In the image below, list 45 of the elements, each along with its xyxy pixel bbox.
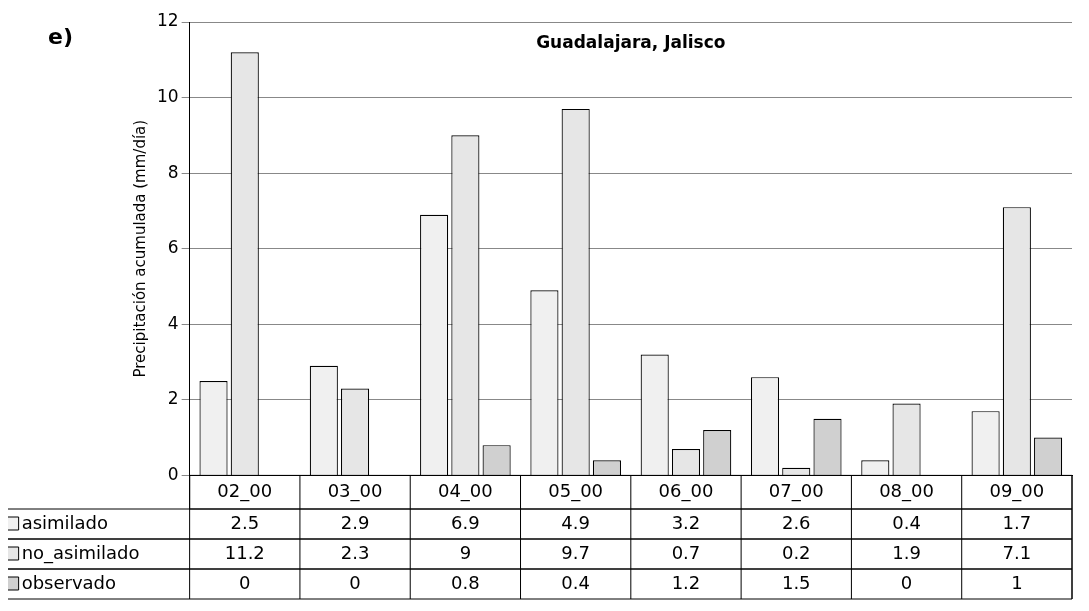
y-axis-title: Precipitación acumulada (mm/día) bbox=[130, 119, 149, 378]
text: e) bbox=[48, 23, 73, 49]
data-label: 3.2 bbox=[671, 511, 701, 533]
x-tick-label: 02_00 bbox=[217, 479, 273, 502]
data-label: 0 bbox=[239, 571, 251, 593]
data-label: 1.5 bbox=[781, 571, 811, 593]
y-tick-label: 2 bbox=[167, 388, 179, 409]
data-label: 6.9 bbox=[451, 511, 480, 533]
data-label: 0.8 bbox=[451, 571, 480, 593]
data-label: 4.9 bbox=[561, 511, 590, 533]
y-tick-label: 10 bbox=[156, 85, 179, 106]
data-label: 1 bbox=[1011, 571, 1023, 593]
y-tick-label: 0 bbox=[167, 463, 179, 484]
y-tick-label: 12 bbox=[156, 10, 179, 31]
y-tick-label: 4 bbox=[167, 312, 179, 333]
data-label: 0.4 bbox=[892, 511, 921, 533]
x-tick-label: 06_00 bbox=[658, 479, 714, 502]
x-tick-label: 09_00 bbox=[989, 479, 1045, 502]
data-label: 1.9 bbox=[892, 541, 921, 563]
data-label: 9 bbox=[459, 541, 472, 563]
data-label: 9.7 bbox=[561, 541, 590, 563]
x-tick-label: 07_00 bbox=[768, 479, 824, 502]
data-label: 11.2 bbox=[224, 541, 265, 563]
data-label: 2.3 bbox=[340, 541, 370, 563]
legend-label: asimilado bbox=[21, 511, 109, 533]
text: Guadalajara, Jalisco bbox=[536, 32, 726, 53]
legend-label: observado bbox=[21, 571, 117, 593]
data-label: 1.7 bbox=[1002, 511, 1032, 533]
legend-label: no_asimilado bbox=[21, 541, 140, 564]
y-tick-label: 6 bbox=[167, 237, 179, 258]
x-tick-label: 04_00 bbox=[437, 479, 493, 502]
data-label: 0 bbox=[349, 571, 361, 593]
y-tick-label: 8 bbox=[167, 161, 179, 182]
data-label: 1.2 bbox=[671, 571, 701, 593]
data-label: 2.5 bbox=[230, 511, 260, 533]
data-label: 0.4 bbox=[561, 571, 590, 593]
data-label: 0.7 bbox=[671, 541, 701, 563]
data-label: 0.2 bbox=[781, 541, 811, 563]
data-label: 2.9 bbox=[340, 511, 370, 533]
data-label: 0 bbox=[900, 571, 913, 593]
x-tick-label: 05_00 bbox=[548, 479, 604, 502]
x-tick-label: 08_00 bbox=[879, 479, 934, 502]
data-label: 7.1 bbox=[1002, 541, 1032, 563]
x-tick-label: 03_00 bbox=[327, 479, 383, 502]
data-label: 2.6 bbox=[781, 511, 811, 533]
